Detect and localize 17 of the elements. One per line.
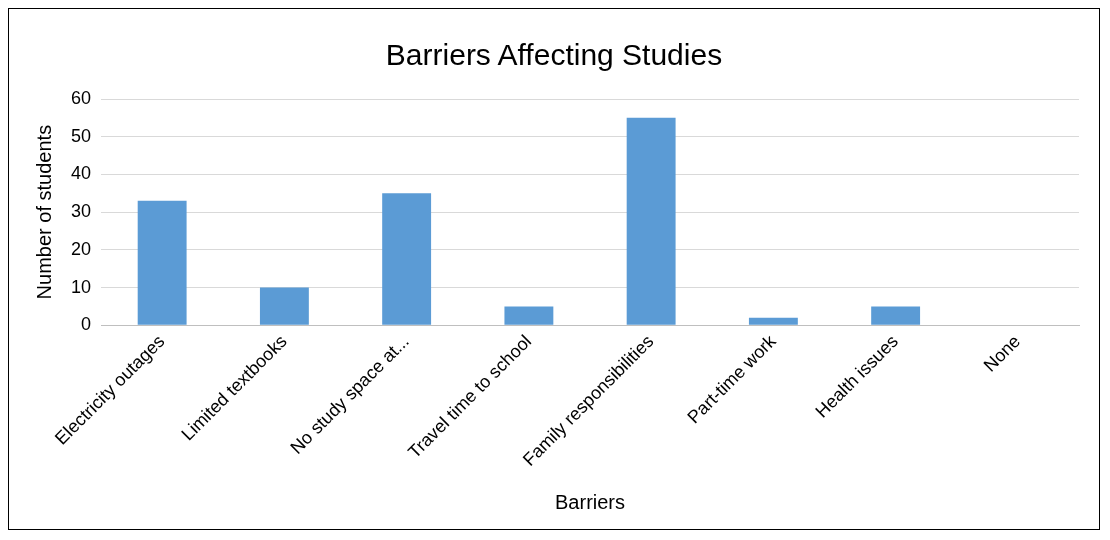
y-tick-label: 30 — [70, 201, 92, 222]
chart-title: Barriers Affecting Studies — [385, 38, 723, 72]
y-tick-label: 60 — [70, 87, 92, 108]
y-tick-label: 40 — [70, 163, 92, 184]
bar — [382, 193, 432, 325]
y-tick-label: 20 — [70, 238, 92, 259]
y-tick-label: 50 — [70, 125, 92, 146]
bar — [137, 200, 187, 325]
bar — [626, 117, 676, 325]
y-tick-label: 10 — [70, 276, 92, 297]
y-axis-title: Number of students — [32, 124, 55, 300]
bar — [259, 287, 309, 325]
y-tick-label: 0 — [81, 314, 92, 335]
bar — [504, 306, 554, 325]
x-axis-title: Barriers — [555, 490, 626, 513]
bar — [871, 306, 921, 325]
bar — [748, 317, 798, 325]
